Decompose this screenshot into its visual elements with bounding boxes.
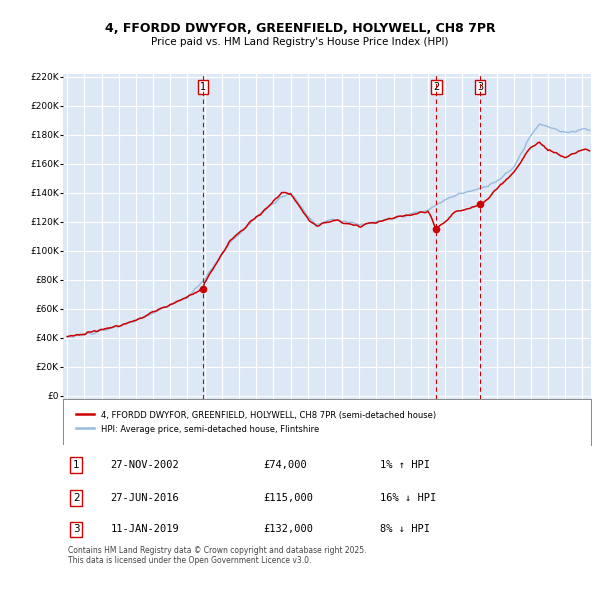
Text: 4, FFORDD DWYFOR, GREENFIELD, HOLYWELL, CH8 7PR: 4, FFORDD DWYFOR, GREENFIELD, HOLYWELL, … [104,22,496,35]
Legend: 4, FFORDD DWYFOR, GREENFIELD, HOLYWELL, CH8 7PR (semi-detached house), HPI: Aver: 4, FFORDD DWYFOR, GREENFIELD, HOLYWELL, … [73,407,439,437]
Text: £115,000: £115,000 [263,493,314,503]
Text: £132,000: £132,000 [263,525,314,535]
Text: 1: 1 [200,82,206,92]
Text: 1: 1 [73,460,80,470]
Text: 2: 2 [433,82,439,92]
Text: 11-JAN-2019: 11-JAN-2019 [110,525,179,535]
Text: Contains HM Land Registry data © Crown copyright and database right 2025.
This d: Contains HM Land Registry data © Crown c… [68,546,367,565]
Text: 27-NOV-2002: 27-NOV-2002 [110,460,179,470]
Text: 3: 3 [477,82,483,92]
Text: 16% ↓ HPI: 16% ↓ HPI [380,493,436,503]
Text: £74,000: £74,000 [263,460,307,470]
Text: 2: 2 [73,493,80,503]
Text: Price paid vs. HM Land Registry's House Price Index (HPI): Price paid vs. HM Land Registry's House … [151,37,449,47]
Text: 3: 3 [73,525,80,535]
Text: 27-JUN-2016: 27-JUN-2016 [110,493,179,503]
Text: 1% ↑ HPI: 1% ↑ HPI [380,460,430,470]
Text: 8% ↓ HPI: 8% ↓ HPI [380,525,430,535]
